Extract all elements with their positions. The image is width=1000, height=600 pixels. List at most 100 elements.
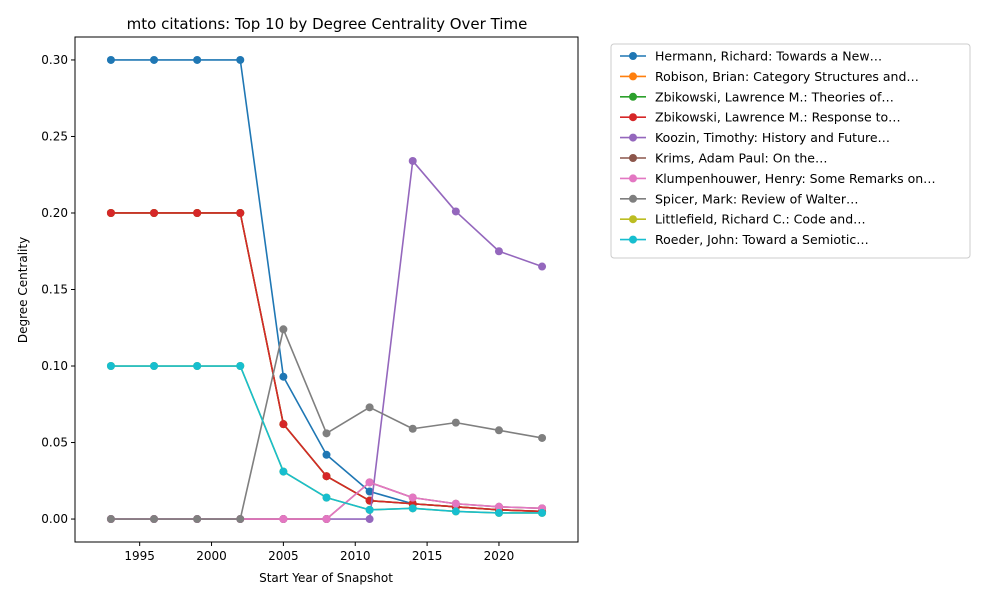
- data-point: [150, 362, 159, 371]
- y-tick-label: 0.00: [41, 512, 68, 526]
- legend-marker: [629, 72, 637, 81]
- data-point: [106, 362, 115, 371]
- data-point: [322, 493, 331, 502]
- data-point: [279, 515, 288, 524]
- legend-item: Zbikowski, Lawrence M.: Response to…: [620, 110, 901, 125]
- data-point: [365, 505, 374, 514]
- legend-item: Hermann, Richard: Towards a New…: [620, 49, 882, 64]
- legend-label: Roeder, John: Toward a Semiotic…: [655, 232, 869, 247]
- data-point: [365, 403, 374, 412]
- y-tick-label: 0.15: [41, 283, 68, 297]
- x-tick-label: 2010: [340, 549, 371, 563]
- legend-label: Robison, Brian: Category Structures and…: [655, 69, 919, 84]
- data-point: [193, 208, 202, 217]
- legend-label: Klumpenhouwer, Henry: Some Remarks on…: [655, 171, 936, 186]
- y-tick-label: 0.25: [41, 129, 68, 143]
- legend-label: Hermann, Richard: Towards a New…: [655, 49, 882, 64]
- data-point: [538, 433, 547, 442]
- legend-label: Koozin, Timothy: History and Future…: [655, 130, 890, 145]
- series-10: [106, 362, 547, 517]
- legend-marker: [629, 235, 637, 244]
- legend-marker: [629, 174, 637, 183]
- data-point: [279, 372, 288, 381]
- data-point: [365, 515, 374, 524]
- data-point: [494, 247, 503, 256]
- x-axis-label: Start Year of Snapshot: [259, 571, 393, 585]
- data-point: [365, 487, 374, 496]
- data-point: [106, 55, 115, 64]
- data-point: [408, 424, 417, 433]
- data-point: [193, 362, 202, 371]
- legend-item: Roeder, John: Toward a Semiotic…: [620, 232, 869, 247]
- y-tick-label: 0.10: [41, 359, 68, 373]
- data-point: [408, 504, 417, 513]
- legend-marker: [629, 215, 637, 224]
- data-point: [538, 262, 547, 271]
- series-layer: [106, 55, 547, 524]
- data-point: [408, 156, 417, 165]
- legend-label: Zbikowski, Lawrence M.: Response to…: [655, 110, 901, 125]
- y-tick-label: 0.05: [41, 436, 68, 450]
- legend-item: Krims, Adam Paul: On the…: [620, 151, 828, 166]
- legend: Hermann, Richard: Towards a New… Robison,…: [610, 43, 971, 259]
- data-point: [279, 325, 288, 334]
- data-point: [106, 208, 115, 217]
- data-point: [150, 515, 159, 524]
- data-point: [193, 55, 202, 64]
- data-point: [408, 493, 417, 502]
- data-point: [236, 208, 245, 217]
- data-point: [193, 515, 202, 524]
- data-point: [150, 55, 159, 64]
- data-point: [494, 426, 503, 435]
- plot-area: [75, 37, 578, 542]
- legend-frame: [610, 43, 971, 259]
- data-point: [279, 467, 288, 476]
- legend-item: Littlefield, Richard C.: Code and…: [620, 212, 866, 227]
- series-8: [106, 325, 547, 524]
- data-point: [494, 508, 503, 517]
- legend-marker: [629, 113, 637, 122]
- plot-frame: [74, 36, 579, 543]
- data-point: [236, 515, 245, 524]
- legend-item: Robison, Brian: Category Structures and…: [620, 69, 919, 84]
- x-tick-label: 2000: [196, 549, 227, 563]
- data-point: [451, 207, 460, 216]
- data-point: [322, 515, 331, 524]
- x-tick-label: 2015: [412, 549, 443, 563]
- legend-marker: [629, 52, 637, 60]
- legend-label: Krims, Adam Paul: On the…: [655, 151, 828, 166]
- data-point: [538, 508, 547, 517]
- legend-label: Zbikowski, Lawrence M.: Theories of…: [655, 89, 894, 104]
- legend-marker: [629, 194, 637, 203]
- x-axis: 1995 2000 2005 2010 2015 2020: [124, 542, 514, 563]
- data-point: [451, 499, 460, 508]
- data-point: [236, 55, 245, 64]
- legend-marker: [629, 133, 637, 142]
- data-point: [106, 515, 115, 524]
- x-tick-label: 1995: [124, 549, 155, 563]
- x-tick-label: 2020: [484, 549, 515, 563]
- legend-marker: [629, 92, 637, 101]
- data-point: [451, 418, 460, 427]
- data-point: [322, 472, 331, 481]
- data-point: [451, 507, 460, 516]
- y-axis-label: Degree Centrality: [16, 237, 30, 343]
- legend-item: Koozin, Timothy: History and Future…: [620, 130, 890, 145]
- legend-marker: [629, 154, 637, 162]
- data-point: [494, 502, 503, 511]
- plot-background: [75, 37, 578, 542]
- legend-item: Zbikowski, Lawrence M.: Theories of…: [620, 89, 894, 104]
- legend-item: Spicer, Mark: Review of Walter…: [620, 191, 859, 206]
- data-point: [322, 450, 331, 459]
- data-point: [322, 429, 331, 438]
- y-axis: 0.00 0.05 0.10 0.15 0.20 0.25 0.30: [41, 53, 75, 526]
- legend-label: Spicer, Mark: Review of Walter…: [655, 191, 859, 206]
- x-tick-label: 2005: [268, 549, 299, 563]
- legend-label: Littlefield, Richard C.: Code and…: [655, 212, 866, 227]
- y-tick-label: 0.30: [41, 53, 68, 67]
- chart-title: mto citations: Top 10 by Degree Centrali…: [127, 15, 528, 33]
- legend-item: Klumpenhouwer, Henry: Some Remarks on…: [620, 171, 936, 186]
- y-tick-label: 0.20: [41, 206, 68, 220]
- data-point: [365, 478, 374, 487]
